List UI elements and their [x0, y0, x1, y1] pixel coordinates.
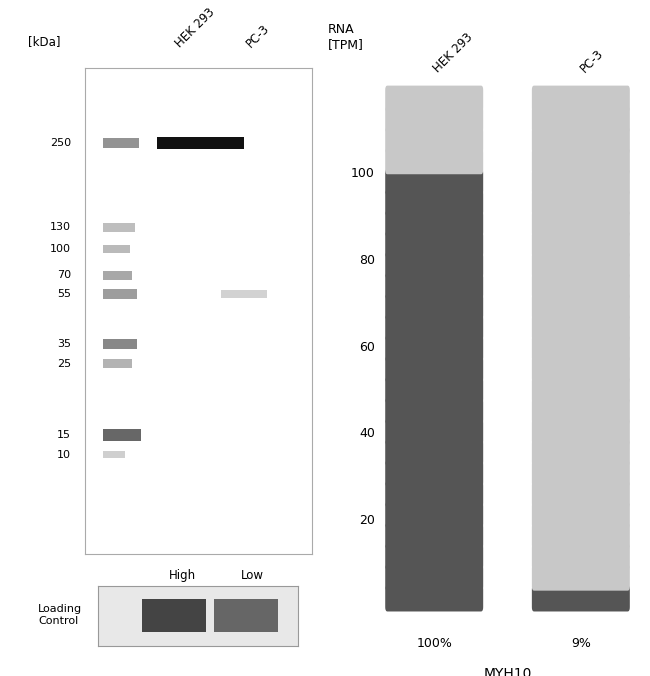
FancyBboxPatch shape	[385, 481, 483, 508]
Text: 250: 250	[49, 138, 71, 148]
Text: 100: 100	[50, 244, 71, 254]
Text: RNA
[TPM]: RNA [TPM]	[328, 23, 364, 51]
FancyBboxPatch shape	[532, 356, 630, 383]
FancyBboxPatch shape	[385, 439, 483, 466]
Bar	[221, 290, 266, 298]
Text: [kDa]: [kDa]	[27, 35, 60, 48]
Text: 10: 10	[57, 450, 71, 460]
Text: 130: 130	[50, 222, 71, 233]
FancyBboxPatch shape	[385, 377, 483, 404]
Text: PC-3: PC-3	[578, 47, 606, 75]
FancyBboxPatch shape	[385, 294, 483, 320]
FancyBboxPatch shape	[385, 231, 483, 258]
FancyBboxPatch shape	[532, 190, 630, 216]
Text: HEK 293: HEK 293	[431, 30, 476, 75]
FancyBboxPatch shape	[532, 398, 630, 424]
FancyBboxPatch shape	[532, 502, 630, 528]
FancyBboxPatch shape	[532, 252, 630, 279]
FancyBboxPatch shape	[385, 127, 483, 153]
FancyBboxPatch shape	[385, 418, 483, 445]
FancyBboxPatch shape	[532, 335, 630, 362]
FancyBboxPatch shape	[532, 377, 630, 404]
Bar	[103, 245, 130, 253]
FancyBboxPatch shape	[385, 502, 483, 528]
Bar	[103, 289, 136, 299]
Text: Low: Low	[241, 569, 265, 582]
FancyBboxPatch shape	[385, 460, 483, 487]
Text: 40: 40	[359, 427, 375, 440]
Text: 55: 55	[57, 289, 71, 299]
FancyBboxPatch shape	[385, 523, 483, 549]
FancyBboxPatch shape	[532, 481, 630, 508]
FancyBboxPatch shape	[385, 252, 483, 279]
FancyBboxPatch shape	[532, 86, 630, 112]
FancyBboxPatch shape	[385, 564, 483, 591]
Bar	[157, 137, 244, 149]
FancyBboxPatch shape	[385, 356, 483, 383]
Text: 20: 20	[359, 514, 375, 527]
FancyBboxPatch shape	[532, 544, 630, 570]
FancyBboxPatch shape	[532, 169, 630, 195]
Bar	[103, 429, 142, 441]
FancyBboxPatch shape	[532, 439, 630, 466]
FancyBboxPatch shape	[532, 418, 630, 445]
FancyBboxPatch shape	[532, 460, 630, 487]
Text: Loading
Control: Loading Control	[38, 604, 82, 626]
FancyBboxPatch shape	[385, 585, 483, 612]
Text: 70: 70	[57, 270, 71, 281]
FancyBboxPatch shape	[532, 314, 630, 341]
Bar	[103, 359, 133, 368]
Text: 25: 25	[57, 358, 71, 368]
FancyBboxPatch shape	[532, 210, 630, 237]
FancyBboxPatch shape	[532, 294, 630, 320]
Text: MYH10: MYH10	[484, 667, 532, 676]
Text: 100: 100	[351, 167, 375, 180]
FancyBboxPatch shape	[532, 148, 630, 174]
FancyBboxPatch shape	[532, 585, 630, 612]
FancyBboxPatch shape	[385, 148, 483, 174]
FancyBboxPatch shape	[385, 86, 483, 112]
Text: 15: 15	[57, 430, 71, 440]
FancyBboxPatch shape	[532, 127, 630, 153]
FancyBboxPatch shape	[385, 273, 483, 299]
FancyBboxPatch shape	[385, 398, 483, 424]
Text: 35: 35	[57, 339, 71, 349]
Text: 80: 80	[359, 254, 375, 267]
Bar	[103, 451, 125, 458]
Text: 100%: 100%	[416, 637, 452, 650]
FancyBboxPatch shape	[385, 544, 483, 570]
FancyBboxPatch shape	[385, 335, 483, 362]
FancyBboxPatch shape	[532, 106, 630, 132]
FancyBboxPatch shape	[385, 314, 483, 341]
FancyBboxPatch shape	[385, 190, 483, 216]
Bar	[103, 271, 133, 280]
FancyBboxPatch shape	[385, 169, 483, 195]
FancyBboxPatch shape	[385, 106, 483, 132]
Text: HEK 293: HEK 293	[173, 6, 218, 51]
Text: 60: 60	[359, 341, 375, 354]
FancyBboxPatch shape	[532, 273, 630, 299]
Bar	[103, 138, 139, 149]
Text: High: High	[169, 569, 196, 582]
Bar	[103, 339, 136, 349]
Text: 9%: 9%	[571, 637, 591, 650]
Text: PC-3: PC-3	[244, 22, 272, 51]
FancyBboxPatch shape	[532, 523, 630, 549]
FancyBboxPatch shape	[385, 210, 483, 237]
Bar	[103, 223, 135, 232]
FancyBboxPatch shape	[532, 564, 630, 591]
FancyBboxPatch shape	[532, 231, 630, 258]
